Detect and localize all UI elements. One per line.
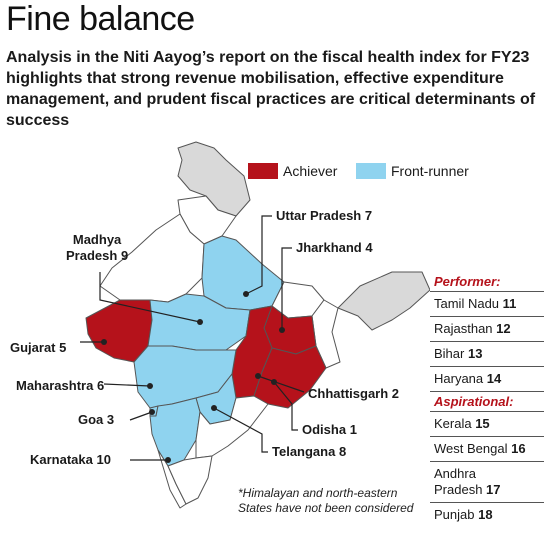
label-odisha-rank: 1 xyxy=(349,422,357,437)
label-uttar-pradesh-rank: 7 xyxy=(364,208,373,223)
performer-row-rajasthan: Rajasthan 12 xyxy=(430,316,544,341)
aspirational-name-line1: Andhra xyxy=(434,466,476,481)
performer-name: Bihar xyxy=(434,346,465,361)
label-goa-rank: 3 xyxy=(106,412,115,427)
leader-odisha xyxy=(273,381,298,431)
dot-odisha xyxy=(271,379,277,385)
performer-name: Rajasthan xyxy=(434,321,493,336)
dot-goa xyxy=(149,409,155,415)
performer-row-bihar: Bihar 13 xyxy=(430,341,544,366)
legend-achiever-swatch xyxy=(248,163,278,179)
performer-row-haryana: Haryana 14 xyxy=(430,366,544,391)
performer-rank: 11 xyxy=(502,296,517,311)
label-odisha-name: Odisha xyxy=(302,422,347,437)
aspirational-name-line2: Pradesh xyxy=(434,482,483,497)
dot-uttar-pradesh xyxy=(243,291,249,297)
leader-chhattisgarh xyxy=(257,375,305,393)
performer-rank: 12 xyxy=(496,321,511,336)
label-gujarat: Gujarat 5 xyxy=(10,340,66,356)
label-madhya-pradesh-name2: Pradesh xyxy=(66,248,118,263)
label-karnataka: Karnataka 10 xyxy=(30,452,111,468)
aspirational-row-punjab: Punjab 18 xyxy=(430,502,544,527)
dot-karnataka xyxy=(165,457,171,463)
label-telangana-rank: 8 xyxy=(338,444,347,459)
label-maharashtra-name: Maharashtra xyxy=(16,378,94,393)
map-region-odisha xyxy=(253,345,327,409)
label-odisha: Odisha 1 xyxy=(302,422,357,438)
label-karnataka-name: Karnataka xyxy=(30,452,93,467)
label-jharkhand: Jharkhand 4 xyxy=(296,240,373,256)
label-gujarat-name: Gujarat xyxy=(10,340,56,355)
label-chhattisgarh-rank: 2 xyxy=(391,386,400,401)
aspirational-rank: 16 xyxy=(511,441,526,456)
legend-front-runner-label: Front-runner xyxy=(391,163,469,179)
leader-uttar-pradesh xyxy=(245,215,272,295)
dot-maharashtra xyxy=(147,383,153,389)
label-madhya-pradesh: Madhya Pradesh 9 xyxy=(66,232,128,264)
map-region-karnataka xyxy=(149,397,201,467)
label-goa: Goa 3 xyxy=(78,412,114,428)
leader-telangana xyxy=(213,407,268,453)
label-chhattisgarh: Chhattisgarh 2 xyxy=(308,386,399,402)
legend-achiever-label: Achiever xyxy=(283,163,338,179)
dot-madhya-pradesh xyxy=(197,319,203,325)
aspirational-row-west-bengal: West Bengal 16 xyxy=(430,436,544,461)
label-maharashtra-rank: 6 xyxy=(96,378,105,393)
aspirational-rank: 18 xyxy=(478,507,493,522)
page-title: Fine balance xyxy=(6,0,195,38)
leader-madhya-pradesh xyxy=(99,272,201,323)
aspirational-name: West Bengal xyxy=(434,441,508,456)
ranking-panel: Performer: Tamil Nadu 11 Rajasthan 12 Bi… xyxy=(430,272,544,527)
performer-name: Tamil Nadu xyxy=(434,296,500,311)
leader-goa xyxy=(129,411,153,421)
dot-telangana xyxy=(211,405,217,411)
label-madhya-pradesh-name1: Madhya xyxy=(72,232,122,247)
dot-chhattisgarh xyxy=(255,373,261,379)
aspirational-rank: 15 xyxy=(475,416,490,431)
map-region-northeast xyxy=(337,271,431,331)
map-region-andhra-pradesh xyxy=(195,395,269,459)
label-goa-name: Goa xyxy=(78,412,104,427)
aspirational-row-kerala: Kerala 15 xyxy=(430,411,544,436)
legend-achiever: Achiever xyxy=(248,163,337,179)
performer-rank: 14 xyxy=(486,371,502,386)
performer-heading: Performer: xyxy=(430,272,544,291)
label-telangana-name: Telangana xyxy=(272,444,336,459)
label-uttar-pradesh: Uttar Pradesh 7 xyxy=(276,208,372,224)
label-telangana: Telangana 8 xyxy=(272,444,346,460)
dot-gujarat xyxy=(101,339,107,345)
aspirational-heading: Aspirational: xyxy=(430,391,544,411)
performer-name: Haryana xyxy=(434,371,484,386)
map-region-uttar-pradesh xyxy=(201,235,285,311)
label-jharkhand-rank: 4 xyxy=(365,240,373,255)
label-maharashtra: Maharashtra 6 xyxy=(16,378,104,394)
footnote: *Himalayan and north-eastern States have… xyxy=(238,486,414,515)
aspirational-rank: 17 xyxy=(486,482,501,497)
label-jharkhand-name: Jharkhand xyxy=(296,240,362,255)
label-karnataka-rank: 10 xyxy=(96,452,111,467)
label-uttar-pradesh-name: Uttar Pradesh xyxy=(276,208,362,223)
performer-row-tamil-nadu: Tamil Nadu 11 xyxy=(430,291,544,316)
legend-front-runner-swatch xyxy=(356,163,386,179)
legend-front-runner: Front-runner xyxy=(356,163,469,179)
aspirational-name: Kerala xyxy=(434,416,472,431)
dot-jharkhand xyxy=(279,327,285,333)
map-region-tamil-nadu xyxy=(167,455,213,505)
aspirational-name: Punjab xyxy=(434,507,475,522)
aspirational-row-andhra-pradesh: Andhra Pradesh 17 xyxy=(430,461,544,502)
label-chhattisgarh-name: Chhattisgarh xyxy=(308,386,389,401)
leader-maharashtra xyxy=(103,383,151,387)
leader-jharkhand xyxy=(281,247,292,330)
label-gujarat-rank: 5 xyxy=(59,340,67,355)
performer-rank: 13 xyxy=(467,346,483,361)
page-subtitle: Analysis in the Niti Aayog’s report on t… xyxy=(6,49,536,129)
label-madhya-pradesh-rank: 9 xyxy=(120,248,129,263)
